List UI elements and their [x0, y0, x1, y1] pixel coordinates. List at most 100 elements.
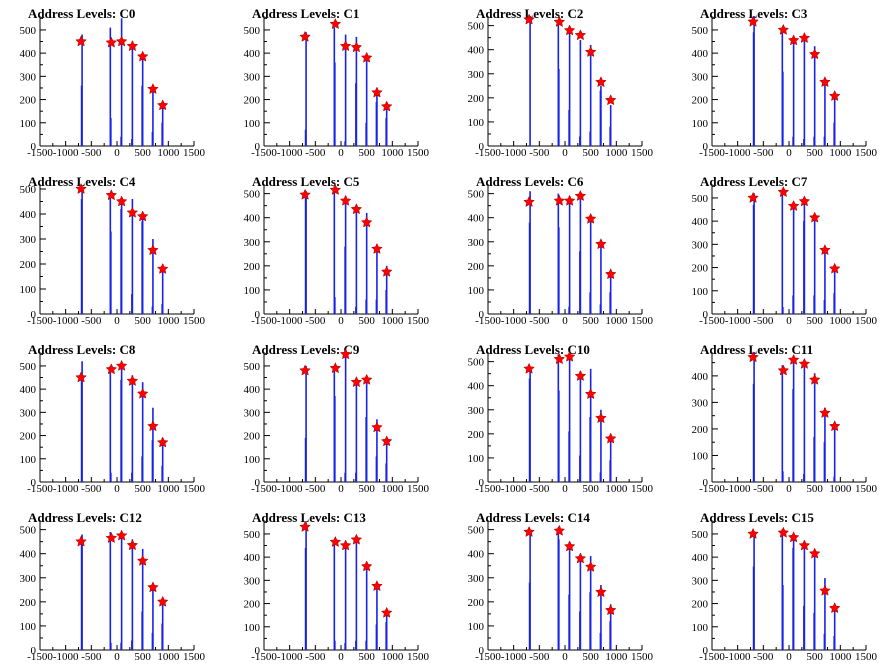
x-tick-label: -1500: [699, 315, 725, 327]
x-tick-label: 1000: [157, 147, 180, 159]
histogram-bar: [781, 365, 784, 482]
x-tick-label: 0: [338, 651, 344, 663]
peak-marker: [819, 406, 831, 418]
y-tick-label: 0: [703, 309, 709, 321]
x-tick-label: 0: [114, 483, 120, 495]
peak-marker: [299, 30, 311, 42]
x-tick-label: -500: [529, 315, 550, 327]
peak-marker: [595, 238, 607, 250]
x-tick-label: -1000: [277, 147, 303, 159]
histogram-bar: [782, 471, 784, 482]
y-tick-label: 100: [468, 285, 485, 297]
histogram-bar: [110, 118, 112, 146]
chart-panel-c5: Address Levels: C5 0 100 200 300 400 500 -1500-…: [224, 168, 448, 336]
peak-marker: [329, 535, 342, 547]
peak-marker: [299, 188, 311, 200]
peak-marker: [115, 195, 128, 207]
y-tick-label: 300: [244, 237, 261, 249]
histogram-bar: [589, 592, 591, 650]
x-tick-label: -1500: [475, 651, 501, 663]
y-tick-label: 100: [20, 118, 37, 130]
histogram-bar: [782, 71, 784, 146]
histogram-bar: [385, 118, 387, 146]
peak-marker: [808, 373, 821, 385]
chart-title: Address Levels: C1: [252, 6, 360, 21]
histogram-bar: [120, 532, 123, 650]
histogram-bar: [109, 27, 112, 146]
x-tick-label: 0: [338, 147, 344, 159]
histogram-bar: [365, 122, 367, 146]
histogram-bar: [110, 472, 112, 482]
histogram-bar: [833, 605, 836, 650]
histogram-bar: [803, 540, 806, 650]
y-tick-label: 500: [20, 361, 37, 373]
histogram-bar: [568, 594, 570, 650]
x-tick-label: -500: [81, 315, 102, 327]
histogram-bar: [365, 566, 368, 650]
chart-plot: 0 100 200 300 400 500 -1500 -1000 -500 0 500 1000 15…: [692, 15, 878, 159]
peak-marker: [523, 362, 535, 374]
x-tick-label: 0: [786, 651, 792, 663]
histogram-bar: [782, 307, 784, 314]
histogram-bar: [599, 90, 602, 146]
y-tick-label: 500: [468, 189, 485, 201]
x-tick-label: 1000: [829, 315, 852, 327]
histogram-bar: [823, 300, 826, 314]
chart-panel-c15: Address Levels: C15 0 100 200 300 400 500 -1500…: [672, 504, 896, 672]
peak-marker: [584, 388, 597, 400]
histogram-bar: [110, 642, 112, 650]
y-tick-label: 300: [692, 397, 709, 409]
chart-title: Address Levels: C14: [476, 510, 590, 525]
x-tick-label: 500: [134, 651, 151, 663]
histogram-bar: [355, 472, 357, 482]
y-tick-label: 100: [468, 453, 485, 465]
peak-marker: [329, 362, 342, 374]
histogram-bar: [344, 246, 346, 314]
x-tick-label: 0: [562, 315, 568, 327]
y-tick-label: 200: [468, 93, 485, 105]
x-tick-label: -500: [753, 651, 774, 663]
peak-marker: [75, 182, 87, 194]
y-tick-label: 400: [20, 549, 37, 561]
y-tick-label: 500: [244, 529, 261, 541]
peak-marker: [604, 604, 617, 616]
chart-title: Address Levels: C7: [700, 174, 808, 189]
y-tick-label: 500: [692, 529, 709, 541]
histogram-bar: [304, 196, 307, 314]
x-tick-label: 1000: [605, 315, 628, 327]
peak-marker: [563, 540, 576, 552]
chart-plot: 0 100 200 300 400 500 -1500 -1000 -500 0 500 1000 15…: [244, 348, 430, 495]
histogram-bar: [333, 186, 336, 314]
histogram-bar: [813, 612, 815, 650]
histogram-bar: [599, 633, 602, 650]
histogram-bar: [609, 433, 612, 482]
y-tick-label: 500: [20, 25, 37, 37]
x-tick-label: 500: [806, 315, 823, 327]
peak-marker: [604, 94, 617, 106]
histogram-bar: [781, 190, 784, 314]
histogram-bar: [824, 83, 826, 146]
y-tick-label: 200: [20, 259, 37, 271]
histogram-bar: [824, 249, 826, 314]
chart-plot: 0 100 200 300 400 500 -1500 -1000 -500 0 500 1000 15…: [20, 182, 206, 327]
y-tick-label: 300: [244, 71, 261, 83]
histogram-bar: [792, 136, 794, 146]
y-tick-label: 0: [703, 645, 709, 657]
x-tick-label: -500: [753, 483, 774, 495]
peak-marker: [747, 15, 759, 27]
histogram-bar: [813, 550, 816, 650]
peak-marker: [563, 350, 576, 362]
y-tick-label: 0: [31, 309, 37, 321]
x-tick-label: -1000: [725, 651, 751, 663]
peak-marker: [553, 524, 566, 536]
x-tick-label: -500: [81, 483, 102, 495]
histogram-bar: [579, 455, 581, 482]
peak-marker: [380, 100, 393, 112]
histogram-bar: [131, 199, 134, 314]
histogram-bar: [161, 304, 163, 314]
histogram-bar: [365, 55, 368, 146]
y-tick-label: 100: [692, 286, 709, 298]
x-tick-label: 1500: [855, 483, 878, 495]
x-tick-label: -1500: [251, 651, 277, 663]
